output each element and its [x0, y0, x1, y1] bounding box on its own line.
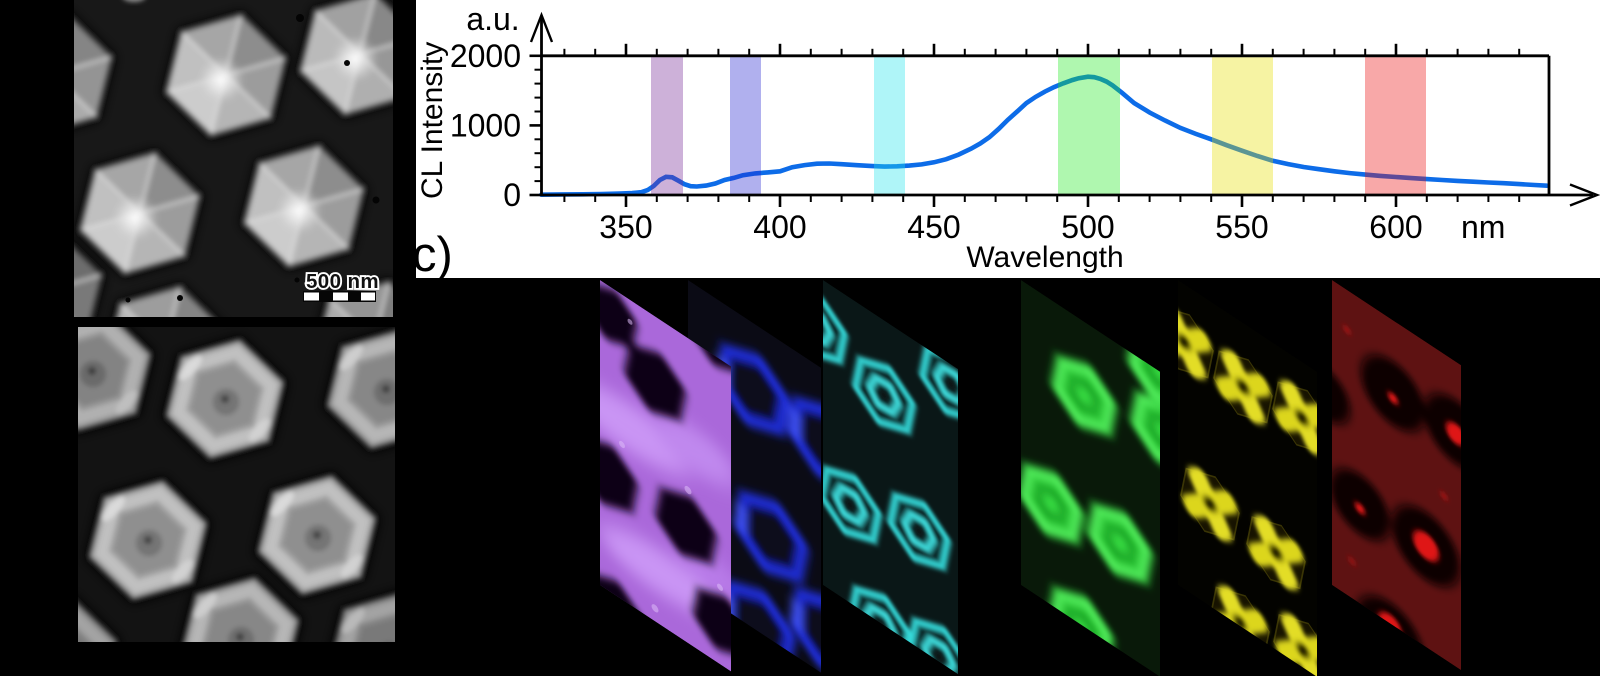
svg-text:500: 500	[1061, 209, 1114, 245]
svg-text:nm: nm	[1461, 209, 1505, 245]
svg-text:600: 600	[1369, 209, 1422, 245]
svg-text:Wavelength: Wavelength	[966, 241, 1123, 274]
svg-text:500 nm: 500 nm	[306, 270, 379, 293]
svg-text:350: 350	[599, 209, 652, 245]
svg-text:CL Intensity: CL Intensity	[416, 42, 449, 199]
svg-text:1000: 1000	[450, 108, 521, 144]
svg-text:400: 400	[753, 209, 806, 245]
svg-text:450: 450	[907, 209, 960, 245]
svg-text:550: 550	[1215, 209, 1268, 245]
svg-text:a.u.: a.u.	[466, 1, 519, 37]
svg-text:c): c)	[412, 228, 453, 282]
svg-text:0: 0	[503, 177, 521, 213]
svg-text:2000: 2000	[450, 38, 521, 74]
